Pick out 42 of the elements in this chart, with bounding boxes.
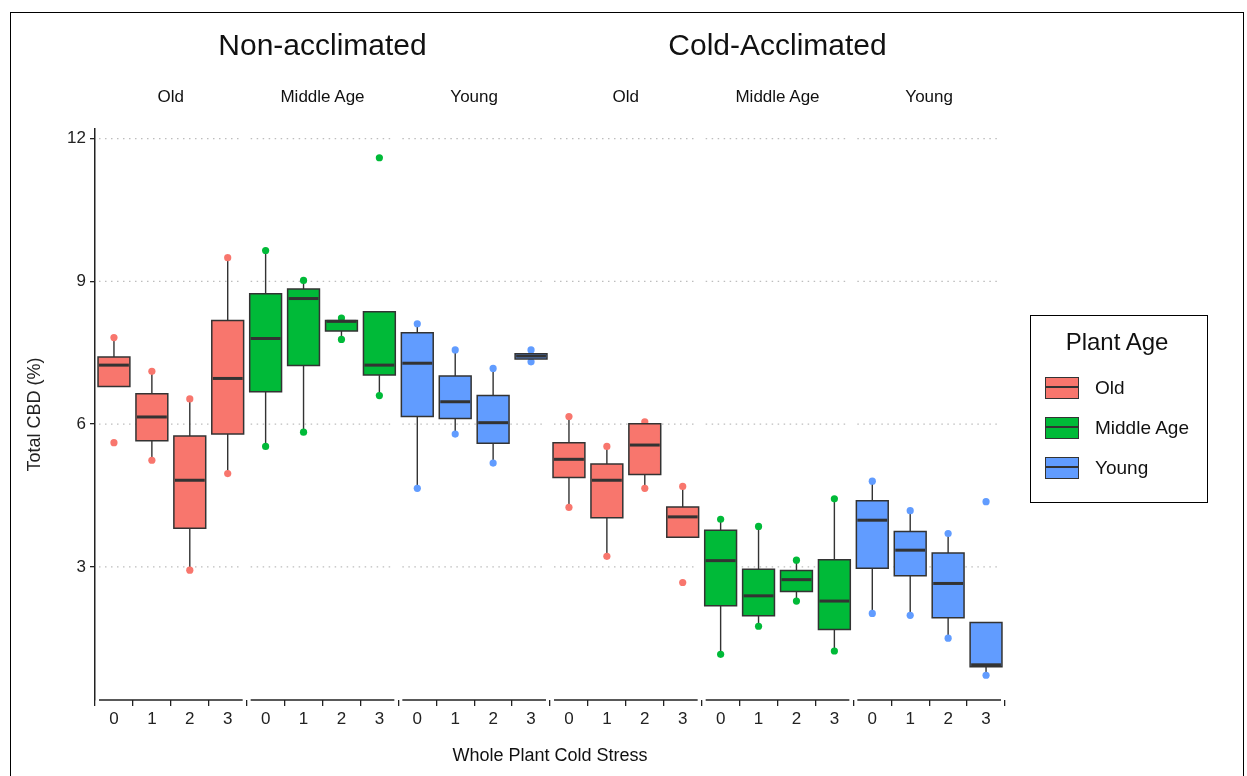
y-tick-label: 3 [76,556,86,576]
y-tick-label: 9 [76,271,86,291]
x-tick-label: 1 [298,708,309,728]
x-tick-label: 3 [829,708,840,728]
text: Non-acclimated [218,28,427,62]
x-tick-label: 0 [260,708,271,728]
legend-label: Middle Age [1095,417,1190,439]
x-tick-label: 1 [602,708,612,728]
x-tick-label: 2 [943,708,953,728]
x-tick-label: 0 [867,708,878,728]
x-tick-label: 3 [677,708,688,728]
x-axis-title: Whole Plant Cold Stress [452,745,648,766]
x-tick-label: 0 [109,708,119,728]
x-tick-label: 0 [412,708,423,728]
x-tick-label: 3 [222,708,233,728]
x-tick-label: 2 [791,708,802,728]
x-tick-label: 2 [488,708,498,728]
x-tick-label: 1 [147,708,157,728]
text: Young [450,87,498,106]
x-tick-label: 2 [336,708,347,728]
x-tick-label: 0 [564,708,574,728]
text: Old [157,87,185,106]
text: Middle Age [280,87,365,106]
text: Old [612,87,640,106]
x-tick-label: 1 [753,708,764,728]
legend-title: Plant Age [1064,328,1170,356]
y-tick-label: 12 [67,128,86,148]
x-tick-label: 3 [374,708,385,728]
x-tick-label: 2 [640,708,650,728]
x-tick-label: 2 [185,708,195,728]
text: Young [905,87,953,106]
text: Cold-Acclimated [668,28,887,62]
x-tick-label: 1 [905,708,915,728]
y-axis-title: Total CBD (%) [23,357,44,472]
x-tick-label: 0 [715,708,726,728]
x-tick-label: 1 [450,708,460,728]
legend-label: Young [1095,457,1149,479]
x-tick-label: 3 [526,708,536,728]
x-tick-label: 3 [981,708,991,728]
text: Middle Age [735,87,820,106]
legend-label: Old [1095,377,1125,399]
y-tick-label: 6 [76,413,86,433]
